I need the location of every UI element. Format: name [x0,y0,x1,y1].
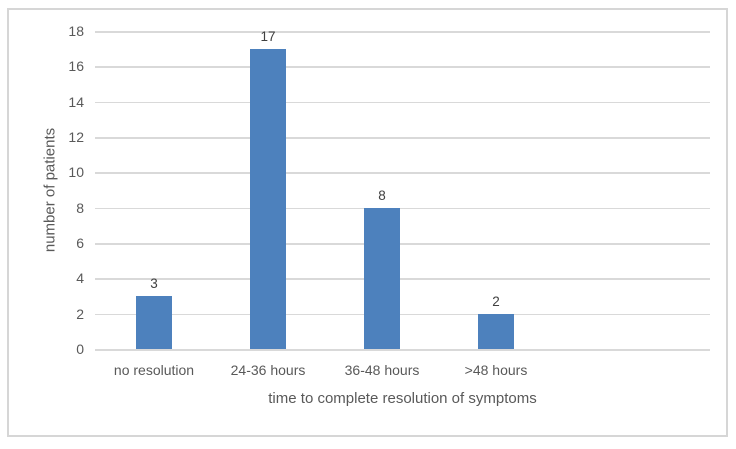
y-tick-label: 0 [76,341,84,357]
gridline [95,207,710,210]
bar [136,296,172,349]
y-tick-label: 8 [76,199,84,216]
y-tick-label: 16 [68,58,84,75]
gridline [95,101,710,104]
bar-value-label: 3 [150,276,158,291]
gridline [95,349,710,351]
bar [364,207,400,349]
y-tick-label: 10 [68,164,84,181]
bar-value-label: 2 [492,293,500,309]
y-tick-label: 12 [68,129,84,145]
y-tick-label: 6 [76,235,84,251]
gridline [95,137,710,139]
x-axis-title: time to complete resolution of symptoms [268,390,537,407]
gridline [95,278,710,280]
x-category-label: no resolution [113,362,195,378]
gridline [95,243,710,245]
x-category-label: 24-36 hours [230,362,306,378]
gridline [95,66,710,68]
bar-value-label: 17 [260,28,276,44]
y-axis-title: number of patients [41,127,59,253]
bar [250,48,286,349]
gridline [95,172,710,174]
y-tick-label: 14 [68,93,84,110]
bar [478,313,514,349]
gridline [95,31,710,33]
y-tick-label: 18 [68,23,84,39]
y-tick-label: 4 [76,270,84,287]
bar-value-label: 8 [378,187,386,203]
gridline [95,313,710,316]
x-category-label: 36-48 hours [344,362,420,378]
x-category-label: >48 hours [464,362,528,378]
y-tick-label: 2 [76,305,84,322]
